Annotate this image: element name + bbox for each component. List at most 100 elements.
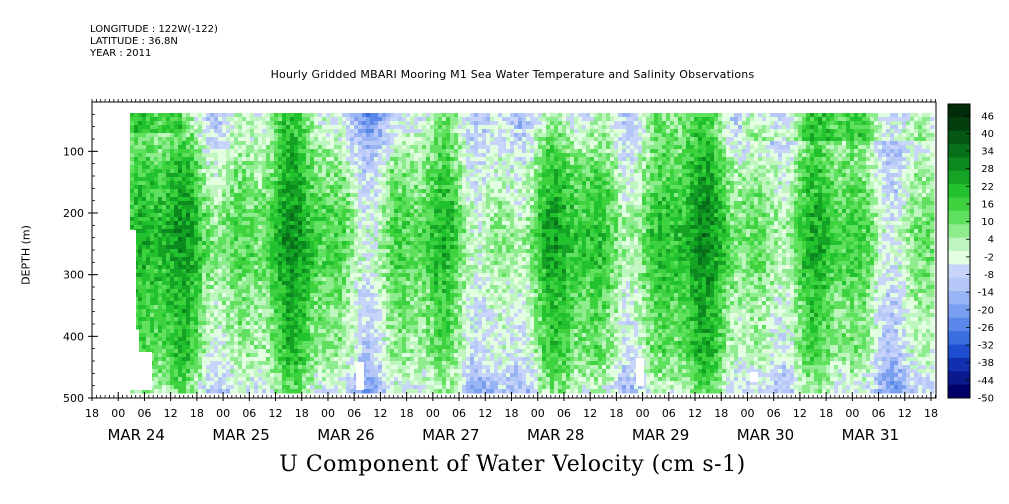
heatmap-cell [922,169,927,174]
heatmap-cell [602,137,607,142]
heatmap-cell [678,201,683,206]
heatmap-cell [638,165,643,170]
heatmap-cell [438,141,443,146]
heatmap-cell [762,165,767,170]
heatmap-cell [242,193,247,198]
heatmap-cell [682,121,687,126]
heatmap-cell [258,173,263,178]
heatmap-cell [698,197,703,202]
heatmap-cell [214,173,219,178]
heatmap-cell [714,189,719,194]
heatmap-cell [598,197,603,202]
heatmap-cell [614,181,619,186]
heatmap-cell [842,173,847,178]
heatmap-cell [494,157,499,162]
heatmap-cell [446,117,451,122]
heatmap-cell [274,149,279,154]
heatmap-cell [702,129,707,134]
heatmap-cell [658,209,663,214]
heatmap-cell [826,141,831,146]
heatmap-cell [818,141,823,146]
heatmap-cell [334,133,339,138]
heatmap-cell [658,133,663,138]
heatmap-cell [506,137,511,142]
heatmap-cell [270,125,275,130]
heatmap-cell [874,169,879,174]
heatmap-cell [538,145,543,150]
heatmap-cell [690,205,695,210]
heatmap-cell [446,129,451,134]
heatmap-cell [434,117,439,122]
heatmap-cell [570,201,575,206]
heatmap-cell [558,113,563,118]
heatmap-cell [766,193,771,198]
heatmap-cell [162,149,167,154]
heatmap-cell [286,173,291,178]
heatmap-cell [794,177,799,182]
heatmap-cell [358,117,363,122]
heatmap-cell [138,129,143,134]
heatmap-cell [482,169,487,174]
heatmap-cell [782,161,787,166]
heatmap-cell [186,117,191,122]
heatmap-cell [350,153,355,158]
heatmap-cell [742,173,747,178]
heatmap-cell [582,205,587,210]
heatmap-cell [758,113,763,118]
heatmap-cell [150,149,155,154]
heatmap-cell [626,185,631,190]
heatmap-cell [694,201,699,206]
heatmap-cell [318,137,323,142]
heatmap-cell [498,121,503,126]
heatmap-cell [294,209,299,214]
heatmap-cell [210,157,215,162]
heatmap-cell [754,173,759,178]
heatmap-cell [226,177,231,182]
heatmap-cell [302,133,307,138]
heatmap-cell [170,169,175,174]
heatmap-cell [322,153,327,158]
heatmap-cell [426,197,431,202]
heatmap-cell [770,145,775,150]
heatmap-cell [826,165,831,170]
heatmap-cell [590,117,595,122]
heatmap-cell [762,185,767,190]
heatmap-cell [622,181,627,186]
heatmap-cell [606,145,611,150]
heatmap-cell [242,137,247,142]
heatmap-cell [650,165,655,170]
heatmap-cell [170,193,175,198]
heatmap-cell [854,197,859,202]
heatmap-cell [506,153,511,158]
heatmap-cell [882,197,887,202]
heatmap-cell [394,189,399,194]
heatmap-cell [550,197,555,202]
heatmap-cell [166,173,171,178]
heatmap-cell [266,133,271,138]
heatmap-cell [438,209,443,214]
heatmap-cell [774,133,779,138]
heatmap-cell [742,193,747,198]
heatmap-cell [538,169,543,174]
heatmap-cell [870,205,875,210]
heatmap-cell [914,129,919,134]
heatmap-cell [462,205,467,210]
heatmap-cell [450,177,455,182]
heatmap-cell [406,157,411,162]
heatmap-cell [182,165,187,170]
heatmap-cell [582,177,587,182]
heatmap-cell [578,177,583,182]
heatmap-cell [390,153,395,158]
heatmap-cell [822,201,827,206]
heatmap-cell [478,121,483,126]
heatmap-cell [366,185,371,190]
heatmap-cell [918,161,923,166]
heatmap-cell [438,177,443,182]
heatmap-cell [422,185,427,190]
heatmap-cell [926,193,931,198]
heatmap-cell [382,201,387,206]
heatmap-cell [474,117,479,122]
heatmap-cell [474,161,479,166]
heatmap-cell [202,169,207,174]
heatmap-cell [834,129,839,134]
